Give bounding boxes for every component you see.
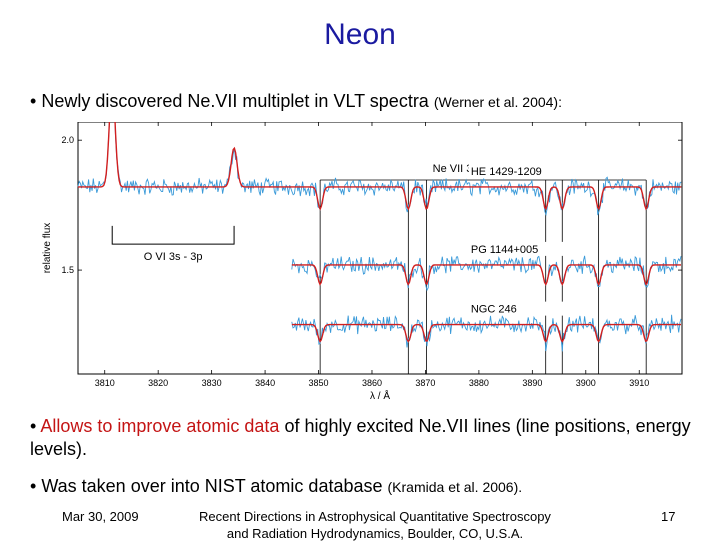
x-tick-label: 3840 [255, 378, 275, 388]
nevii-spectrum-chart: 3810 3820 3830 3840 3850 3860 3870 3880 3890 3900… [42, 122, 683, 402]
y-tick-label: 1.5 [61, 265, 74, 275]
x-tick-label: 3810 [95, 378, 115, 388]
axis-ticks: 3810 3820 3830 3840 3850 3860 3870 3880 3890 3900… [61, 122, 682, 388]
ovi-bracket-line [111, 225, 235, 245]
spectrum-pg-1144-005: PG 1144+005 [291, 241, 682, 292]
footer-conference-line-1: Recent Directions in Astrophysical Quant… [199, 509, 551, 524]
star-label-bg [468, 241, 565, 256]
y-tick-label: 2.0 [61, 135, 74, 145]
bullet-atomic-data: • Allows to improve atomic data of highl… [30, 415, 700, 461]
bullet-1-text: Newly discovered Ne.VII multiplet in VLT… [41, 91, 429, 111]
plot-frame [77, 122, 683, 375]
model-spectrum-line [78, 122, 682, 211]
x-tick-label: 3870 [415, 378, 435, 388]
x-tick-label: 3850 [309, 378, 329, 388]
model-spectrum-line [291, 264, 681, 286]
bullet-marker: • [30, 91, 37, 111]
footer-conference-line-2: and Radiation Hydrodynamics, Boulder, CO… [226, 526, 524, 541]
bullet-1-reference: (Werner et al. 2004): [433, 94, 562, 110]
bullet-2-text: of highly excited Ne.VII lines (line pos… [30, 416, 691, 459]
ovi-bracket: O VI 3s - 3p [111, 225, 235, 263]
star-label-bg [468, 163, 565, 178]
observed-spectrum-line [291, 314, 682, 352]
bullet-3-reference: (Kramida et al. 2006). [387, 479, 523, 495]
bullet-vlt-spectra: • Newly discovered Ne.VII multiplet in V… [30, 90, 700, 114]
star-label-bg [468, 301, 565, 316]
spectrum-ngc-246: NGC 246 [291, 301, 682, 352]
spectra: HE 1429-1209 PG 1144+005 NGC 246 [77, 122, 682, 352]
bullet-marker: • [30, 476, 37, 496]
star-label: HE 1429-1209 [471, 166, 542, 178]
bullet-marker: • [30, 416, 37, 436]
spectrum-he-1429-1209: HE 1429-1209 [77, 122, 682, 217]
bullet-3-text: Was taken over into NIST atomic database [41, 476, 383, 496]
x-tick-label: 3900 [576, 378, 596, 388]
x-tick-label: 3890 [522, 378, 542, 388]
x-axis-label: λ / Å [370, 389, 390, 402]
x-tick-label: 3830 [202, 378, 222, 388]
star-label: NGC 246 [471, 304, 517, 316]
bullet-2-highlight: Allows to improve atomic data [40, 416, 280, 436]
x-tick-label: 3860 [362, 378, 382, 388]
footer-conference: Recent Directions in Astrophysical Quant… [170, 508, 580, 542]
ovi-label: O VI 3s - 3p [144, 251, 203, 263]
x-tick-label: 3910 [629, 378, 649, 388]
star-label: PG 1144+005 [471, 244, 538, 256]
observed-spectrum-line [291, 255, 682, 292]
x-tick-label: 3820 [148, 378, 168, 388]
y-axis-label: relative flux [42, 223, 53, 274]
slide-title: Neon [324, 18, 396, 51]
footer-page-number: 17 [661, 509, 676, 524]
x-tick-label: 3880 [469, 378, 489, 388]
bullet-nist-database: • Was taken over into NIST atomic databa… [30, 475, 700, 499]
footer-date: Mar 30, 2009 [62, 509, 139, 524]
model-spectrum-line [291, 323, 681, 343]
observed-spectrum-line [77, 122, 682, 217]
